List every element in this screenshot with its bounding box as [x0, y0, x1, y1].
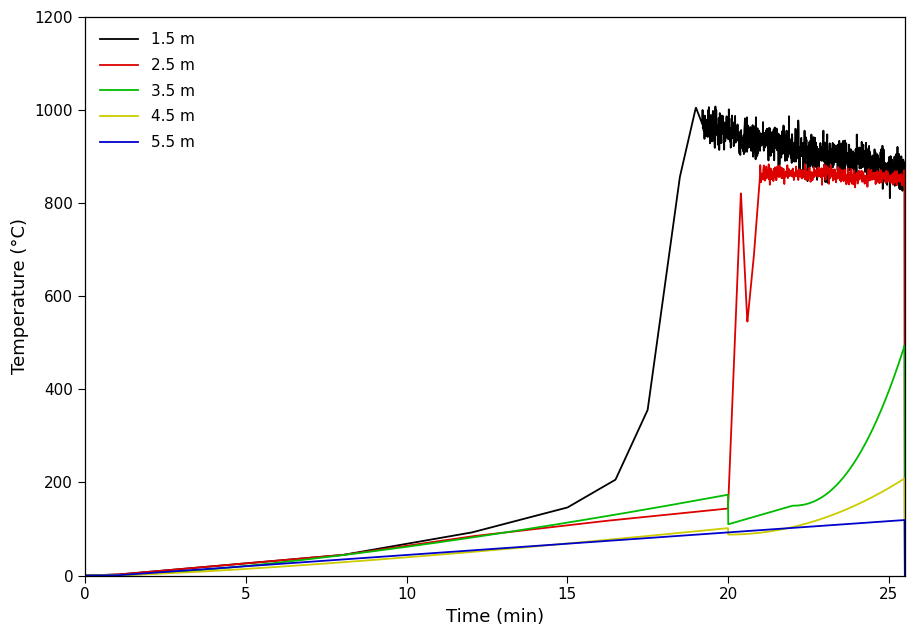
1.5 m [222, 561, 233, 569]
5.5 m [795, 524, 806, 531]
2.5 m [884, 177, 895, 185]
4.5 m [430, 551, 441, 559]
3.5 m [900, 341, 911, 349]
3.5 m [795, 501, 806, 509]
4.5 m [900, 475, 911, 482]
5.5 m [883, 517, 894, 525]
4.5 m [795, 521, 806, 529]
3.5 m [394, 544, 405, 552]
2.5 m [222, 561, 233, 569]
1.5 m [394, 541, 405, 549]
3.5 m [222, 564, 233, 571]
2.5 m [795, 171, 806, 178]
2.5 m [80, 571, 91, 579]
4.5 m [900, 571, 911, 579]
Line: 1.5 m: 1.5 m [85, 106, 905, 575]
Line: 4.5 m: 4.5 m [85, 478, 905, 575]
2.5 m [800, 161, 811, 168]
4.5 m [394, 554, 405, 562]
Line: 5.5 m: 5.5 m [85, 520, 905, 575]
2.5 m [900, 571, 911, 579]
5.5 m [900, 571, 911, 579]
Y-axis label: Temperature (°C): Temperature (°C) [11, 218, 29, 375]
X-axis label: Time (min): Time (min) [446, 608, 544, 626]
2.5 m [173, 566, 184, 573]
1.5 m [900, 571, 911, 579]
2.5 m [430, 538, 441, 545]
1.5 m [710, 103, 721, 110]
4.5 m [222, 566, 233, 574]
3.5 m [883, 387, 894, 395]
1.5 m [430, 535, 441, 543]
Line: 2.5 m: 2.5 m [85, 164, 905, 575]
5.5 m [173, 567, 184, 575]
5.5 m [222, 564, 233, 571]
1.5 m [795, 152, 806, 160]
4.5 m [173, 569, 184, 576]
3.5 m [173, 568, 184, 576]
1.5 m [80, 571, 91, 579]
5.5 m [394, 552, 405, 559]
4.5 m [80, 571, 91, 579]
3.5 m [80, 571, 91, 579]
5.5 m [900, 516, 911, 524]
5.5 m [80, 571, 91, 579]
Line: 3.5 m: 3.5 m [85, 345, 905, 575]
2.5 m [394, 543, 405, 550]
3.5 m [900, 571, 911, 579]
1.5 m [884, 154, 895, 161]
4.5 m [883, 484, 894, 492]
5.5 m [430, 549, 441, 557]
3.5 m [430, 539, 441, 547]
Legend: 1.5 m, 2.5 m, 3.5 m, 4.5 m, 5.5 m: 1.5 m, 2.5 m, 3.5 m, 4.5 m, 5.5 m [93, 25, 202, 158]
1.5 m [173, 566, 184, 573]
